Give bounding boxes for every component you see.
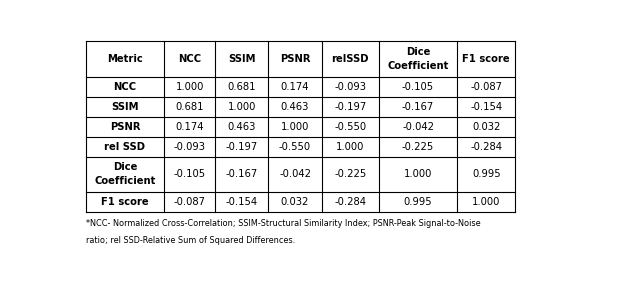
Text: 1.000: 1.000 (228, 102, 256, 112)
Text: -0.284: -0.284 (470, 142, 502, 152)
Text: F1 score: F1 score (101, 197, 148, 207)
Text: -0.550: -0.550 (279, 142, 311, 152)
Text: -0.225: -0.225 (402, 142, 434, 152)
Text: -0.284: -0.284 (334, 197, 366, 207)
Text: ratio; rel SSD-Relative Sum of Squared Differences.: ratio; rel SSD-Relative Sum of Squared D… (86, 236, 295, 245)
Text: -0.197: -0.197 (226, 142, 258, 152)
Text: NCC: NCC (113, 82, 136, 91)
Text: 0.995: 0.995 (404, 197, 433, 207)
Text: -0.167: -0.167 (402, 102, 434, 112)
Text: -0.093: -0.093 (173, 142, 205, 152)
Text: -0.087: -0.087 (173, 197, 205, 207)
Text: rel SSD: rel SSD (104, 142, 145, 152)
Text: -0.105: -0.105 (173, 169, 205, 179)
Text: -0.154: -0.154 (226, 197, 258, 207)
Text: 0.463: 0.463 (281, 102, 309, 112)
Text: 1.000: 1.000 (472, 197, 500, 207)
Text: -0.225: -0.225 (334, 169, 367, 179)
Text: 1.000: 1.000 (281, 122, 309, 132)
Text: 0.032: 0.032 (281, 197, 309, 207)
Text: Metric: Metric (107, 54, 143, 64)
Text: 1.000: 1.000 (404, 169, 432, 179)
Text: -0.550: -0.550 (334, 122, 366, 132)
Text: -0.042: -0.042 (402, 122, 434, 132)
Text: 1.000: 1.000 (175, 82, 204, 91)
Text: 0.032: 0.032 (472, 122, 500, 132)
Text: Dice
Coefficient: Dice Coefficient (94, 163, 156, 186)
Text: 1.000: 1.000 (336, 142, 365, 152)
Text: -0.154: -0.154 (470, 102, 502, 112)
Text: 0.174: 0.174 (281, 82, 309, 91)
Text: Dice
Coefficient: Dice Coefficient (387, 47, 449, 71)
Text: -0.093: -0.093 (334, 82, 366, 91)
Text: PSNR: PSNR (280, 54, 310, 64)
Text: 0.463: 0.463 (228, 122, 256, 132)
Text: -0.197: -0.197 (334, 102, 367, 112)
Text: F1 score: F1 score (463, 54, 510, 64)
Text: -0.105: -0.105 (402, 82, 434, 91)
Text: 0.681: 0.681 (228, 82, 256, 91)
Text: SSIM: SSIM (228, 54, 256, 64)
Text: -0.167: -0.167 (226, 169, 258, 179)
Text: 0.995: 0.995 (472, 169, 500, 179)
Text: relSSD: relSSD (332, 54, 369, 64)
Text: -0.087: -0.087 (470, 82, 502, 91)
Text: *NCC- Normalized Cross-Correlation; SSIM-Structural Similarity Index; PSNR-Peak : *NCC- Normalized Cross-Correlation; SSIM… (86, 219, 481, 228)
Text: NCC: NCC (178, 54, 201, 64)
Text: 0.681: 0.681 (175, 102, 204, 112)
Text: PSNR: PSNR (109, 122, 140, 132)
Text: SSIM: SSIM (111, 102, 139, 112)
Text: -0.042: -0.042 (279, 169, 311, 179)
Text: 0.174: 0.174 (175, 122, 204, 132)
